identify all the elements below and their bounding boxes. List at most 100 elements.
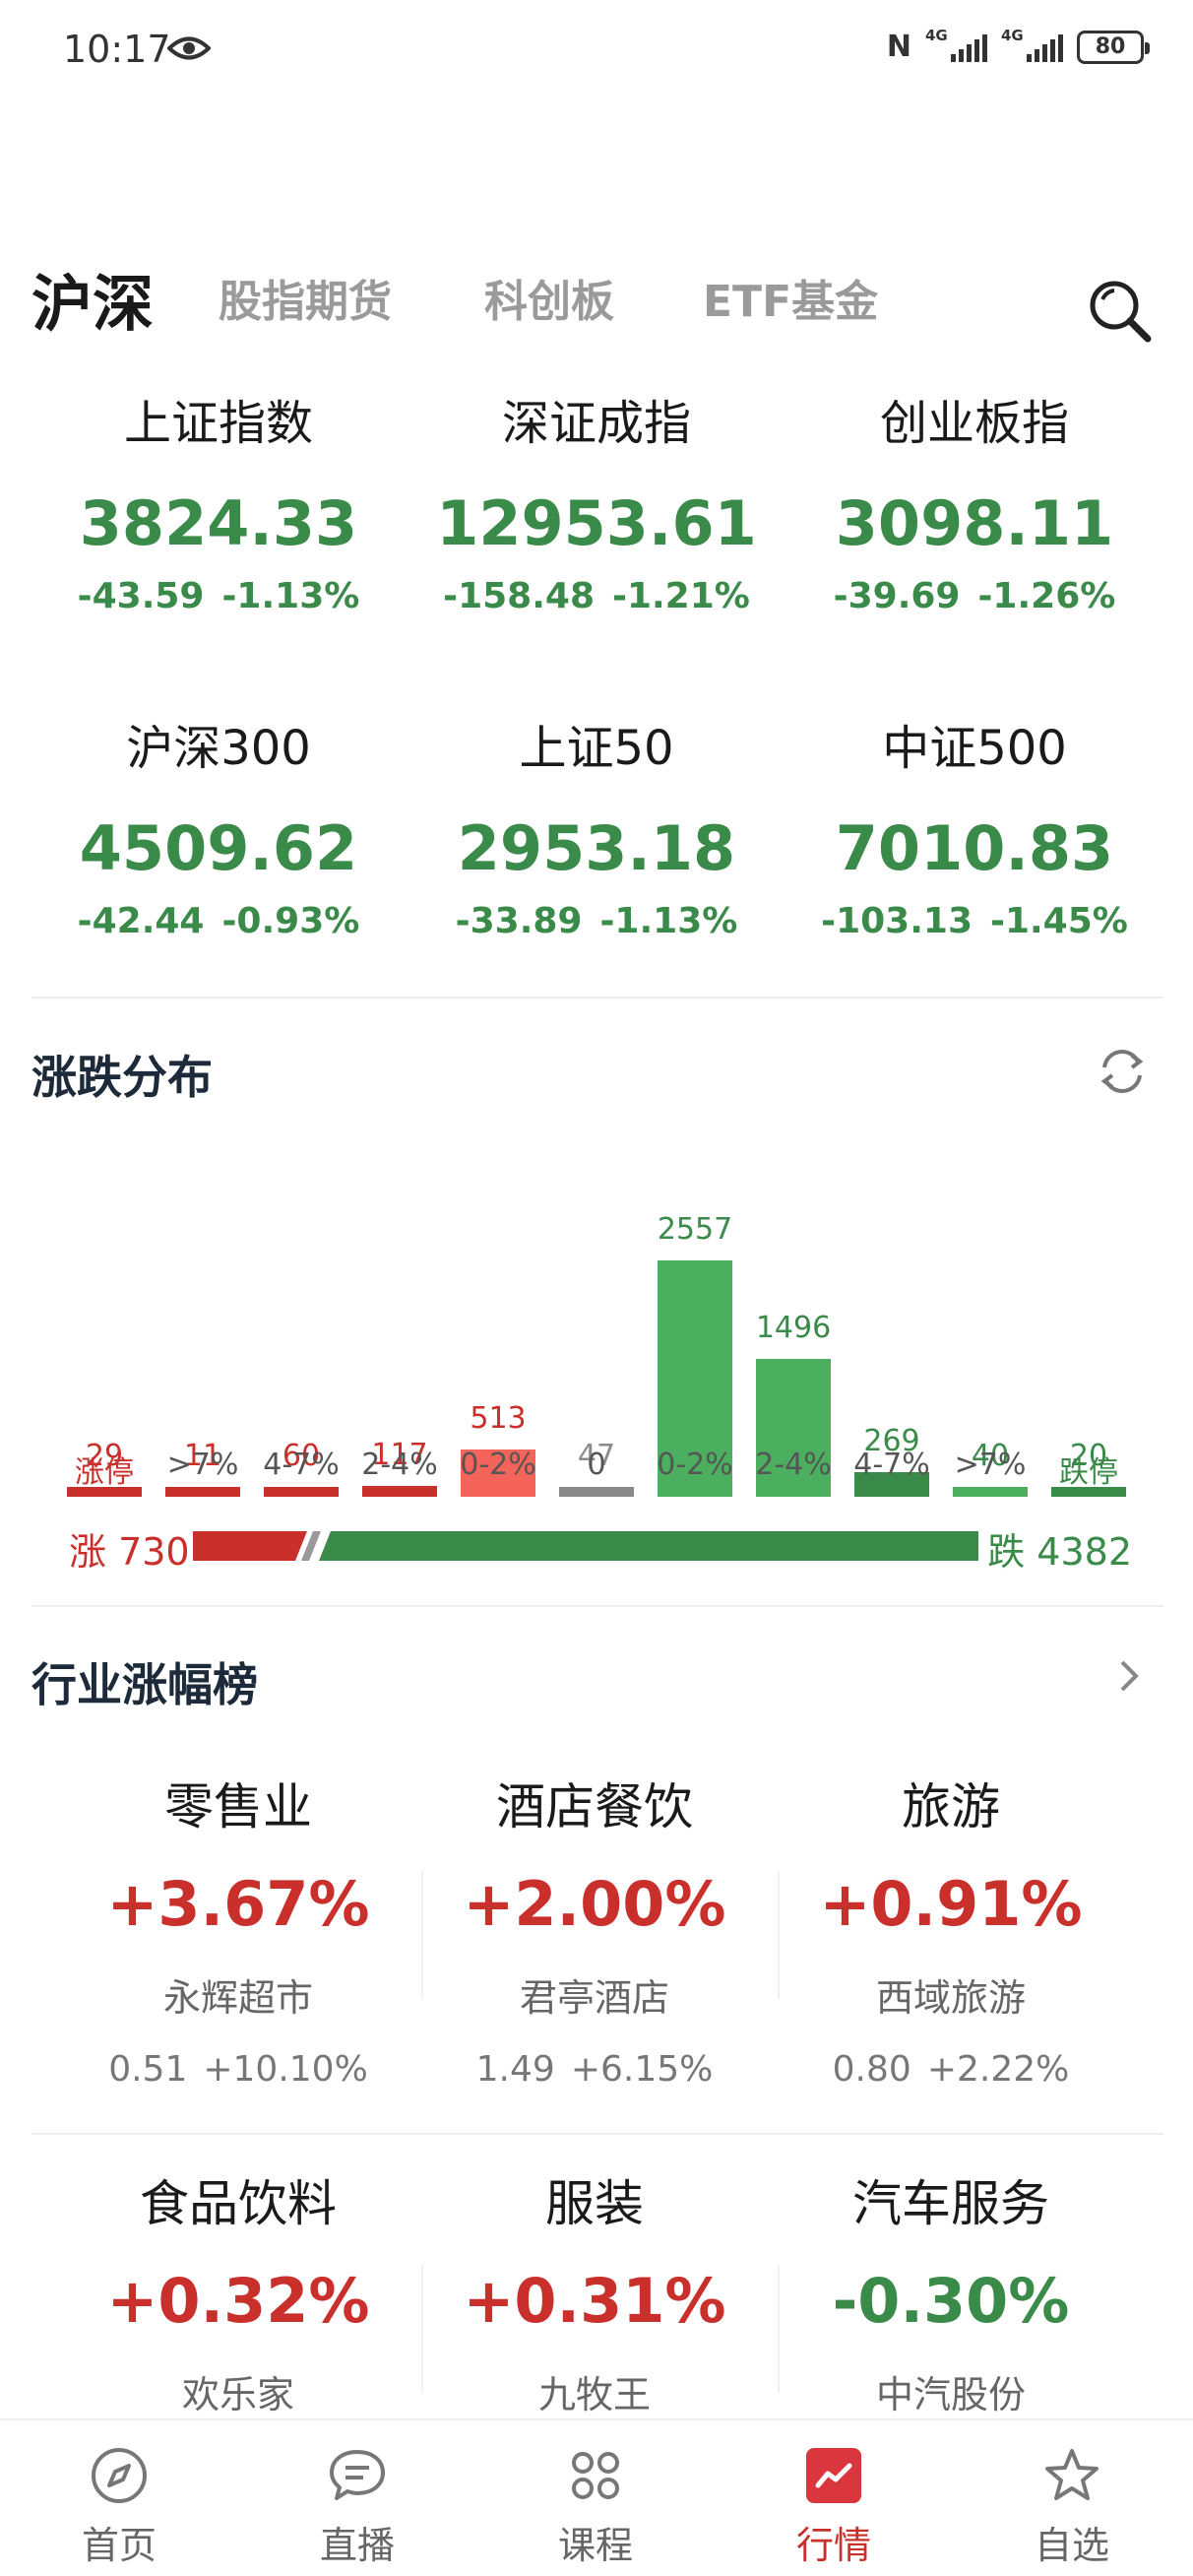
- distribution-title: 涨跌分布: [31, 1051, 213, 1104]
- industry-card[interactable]: 食品饮料 +0.32% 欢乐家: [61, 2169, 415, 2418]
- index-change: -158.48: [443, 576, 596, 616]
- tab-star-market[interactable]: 科创板: [484, 277, 614, 327]
- search-icon[interactable]: [1085, 276, 1154, 345]
- nav-label: 课程: [557, 2524, 633, 2567]
- distribution-value: 11: [183, 1439, 222, 1473]
- index-card[interactable]: 深证成指 12953.61 -158.48 -1.21%: [398, 389, 795, 616]
- distribution-bucket: 1496: [744, 1142, 843, 1497]
- distribution-value: 269: [863, 1424, 920, 1458]
- industry-name: 汽车服务: [852, 2175, 1049, 2232]
- industry-name: 服装: [545, 2175, 644, 2232]
- distribution-label: 4-7%: [263, 1448, 340, 1482]
- index-card[interactable]: 沪深300 4509.62 -42.44 -0.93%: [20, 714, 417, 941]
- distribution-value: 40: [971, 1439, 1010, 1473]
- index-price: 7010.83: [835, 812, 1114, 884]
- tab-index-futures[interactable]: 股指期货: [219, 277, 392, 327]
- index-name: 沪深300: [126, 721, 311, 776]
- industry-name: 酒店餐饮: [496, 1778, 693, 1835]
- nav-course[interactable]: 课程: [476, 2420, 715, 2576]
- index-price: 3098.11: [835, 487, 1114, 559]
- index-pct: -1.13%: [599, 901, 738, 941]
- index-price: 4509.62: [79, 812, 358, 884]
- index-name: 上证50: [519, 721, 674, 776]
- distribution-bar: [264, 1487, 339, 1497]
- industry-leader: 永辉超市: [162, 1976, 313, 2020]
- ratio-bar: [193, 1531, 978, 1561]
- distribution-bar: [1051, 1487, 1126, 1497]
- ratio-flat-segment: [301, 1531, 321, 1561]
- distribution-bar: [67, 1487, 142, 1497]
- divider: [421, 2265, 423, 2393]
- nav-home[interactable]: 首页: [0, 2420, 238, 2576]
- chevron-right-icon[interactable]: [1114, 1656, 1144, 1696]
- distribution-value: 1496: [755, 1311, 832, 1345]
- industry-leader: 西域旅游: [875, 1976, 1026, 2020]
- leader-pct: +10.10%: [203, 2049, 368, 2090]
- index-card[interactable]: 上证50 2953.18 -33.89 -1.13%: [398, 714, 795, 941]
- industry-card[interactable]: 酒店餐饮 +2.00% 君亭酒店 1.49 +6.15%: [417, 1772, 772, 2090]
- divider: [31, 1605, 1163, 1607]
- index-pct: -0.93%: [221, 901, 360, 941]
- ratio-up-segment: [193, 1531, 307, 1561]
- distribution-bar: [461, 1449, 535, 1497]
- distribution-label: 2-4%: [361, 1448, 438, 1482]
- distribution-bar: [854, 1472, 929, 1497]
- distribution-bar: [658, 1260, 732, 1497]
- index-name: 上证指数: [123, 396, 313, 451]
- distribution-label: >7%: [954, 1448, 1027, 1482]
- nav-live[interactable]: 直播: [238, 2420, 476, 2576]
- industry-card[interactable]: 零售业 +3.67% 永辉超市 0.51 +10.10%: [61, 1772, 415, 2090]
- leader-price: 0.51: [108, 2049, 188, 2090]
- distribution-bar: [362, 1486, 437, 1497]
- tab-hushen[interactable]: 沪深: [31, 268, 155, 340]
- index-card[interactable]: 中证500 7010.83 -103.13 -1.45%: [776, 714, 1173, 941]
- divider: [31, 2133, 1163, 2135]
- distribution-value: 2557: [657, 1212, 733, 1247]
- nav-label: 自选: [1034, 2524, 1109, 2567]
- industry-leader: 中汽股份: [875, 2373, 1026, 2416]
- index-name: 深证成指: [501, 396, 691, 451]
- refresh-icon[interactable]: [1097, 1046, 1148, 1097]
- divider: [778, 1871, 780, 1999]
- industry-card[interactable]: 服装 +0.31% 九牧王: [417, 2169, 772, 2418]
- distribution-bucket: 11: [154, 1142, 252, 1497]
- distribution-label: 0-2%: [460, 1448, 536, 1482]
- down-count-label: 跌 4382: [987, 1530, 1132, 1574]
- industry-pct: +0.31%: [463, 2265, 726, 2337]
- tab-etf[interactable]: ETF基金: [703, 277, 879, 327]
- distribution-bucket: 513: [449, 1142, 547, 1497]
- index-price: 12953.61: [436, 487, 757, 559]
- industry-card[interactable]: 旅游 +0.91% 西域旅游 0.80 +2.22%: [774, 1772, 1128, 2090]
- index-change: -39.69: [833, 576, 961, 616]
- market-tabs: 沪深 股指期货 科创板 ETF基金: [0, 266, 1193, 374]
- nav-label: 首页: [81, 2524, 157, 2567]
- distribution-value: 29: [85, 1439, 124, 1473]
- distribution-bucket: 117: [350, 1142, 449, 1497]
- nav-watchlist[interactable]: 自选: [953, 2420, 1191, 2576]
- up-count-label: 涨 730: [69, 1530, 190, 1574]
- leader-price: 1.49: [475, 2049, 555, 2090]
- index-name: 创业板指: [879, 396, 1069, 451]
- distribution-bucket: 40: [941, 1142, 1039, 1497]
- divider: [778, 2265, 780, 2393]
- divider: [31, 997, 1163, 998]
- index-pct: -1.45%: [990, 901, 1128, 941]
- index-change: -33.89: [455, 901, 583, 941]
- industry-pct: +2.00%: [463, 1868, 726, 1940]
- trend-chart-icon: [806, 2448, 861, 2503]
- index-card[interactable]: 上证指数 3824.33 -43.59 -1.13%: [20, 389, 417, 616]
- battery-icon: 80: [1077, 30, 1150, 64]
- industry-card[interactable]: 汽车服务 -0.30% 中汽股份: [774, 2169, 1128, 2418]
- status-bar: 10:17 N 4G 4G 80: [0, 0, 1193, 98]
- nav-market[interactable]: 行情: [715, 2420, 953, 2576]
- distribution-bar: [953, 1487, 1028, 1497]
- distribution-bucket: 20: [1039, 1142, 1138, 1497]
- eye-icon: [167, 36, 211, 60]
- grid-clover-icon: [572, 2452, 619, 2499]
- distribution-value: 20: [1069, 1439, 1108, 1473]
- nfc-icon: N: [886, 30, 911, 64]
- chat-bubble-icon: [330, 2450, 385, 2500]
- compass-icon: [92, 2448, 147, 2503]
- index-card[interactable]: 创业板指 3098.11 -39.69 -1.26%: [776, 389, 1173, 616]
- distribution-label: 跌停: [1059, 1455, 1118, 1490]
